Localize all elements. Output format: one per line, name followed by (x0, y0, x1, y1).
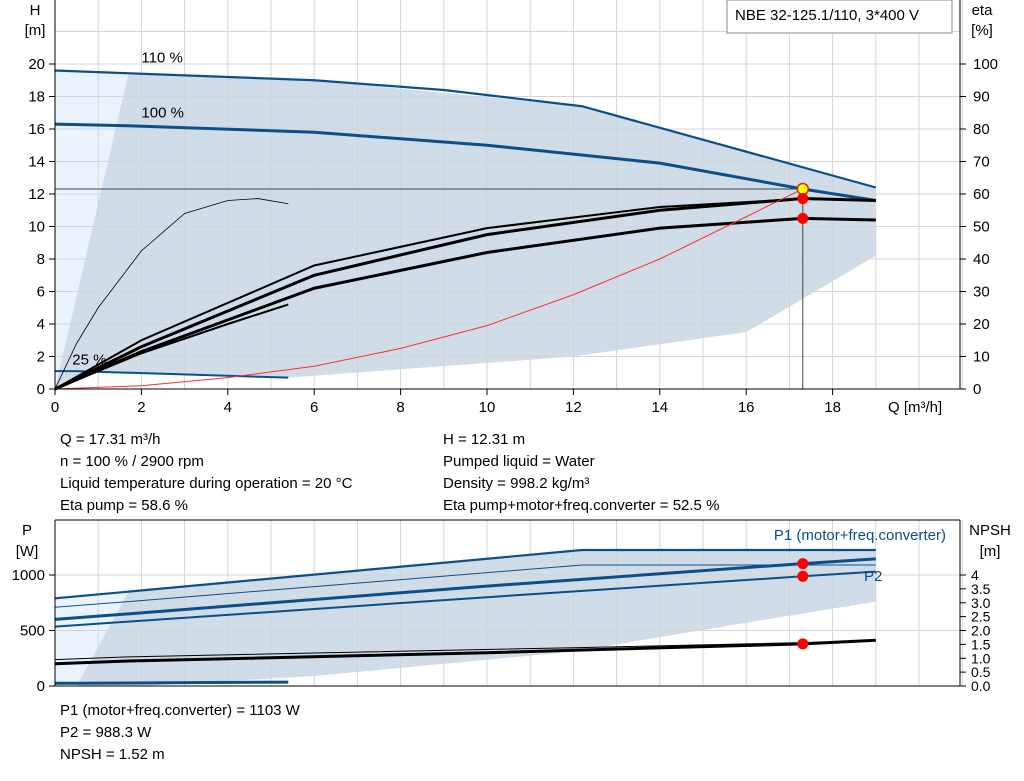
x-tick-label: 18 (824, 399, 841, 416)
info-eta-total: Eta pump+motor+freq.converter = 52.5 % (443, 497, 720, 514)
operating-range-light (55, 70, 129, 389)
duty-point (797, 570, 809, 582)
y-tick-label: 0 (37, 678, 45, 695)
y-tick-label: 18 (28, 89, 45, 106)
y2-tick-label: 3.5 (971, 581, 991, 597)
duty-point (797, 638, 809, 650)
x-tick-label: 4 (224, 399, 232, 416)
operating-range (76, 550, 876, 686)
duty-point (797, 558, 809, 570)
y2-tick-label: 40 (973, 251, 990, 268)
curve-eta-pump-25 (54, 198, 289, 390)
y-tick-label: 10 (28, 219, 45, 236)
duty-point (796, 182, 810, 196)
y-tick-label: 20 (28, 56, 45, 73)
info-eta-pump: Eta pump = 58.6 % (60, 497, 188, 514)
y2-tick-label: 80 (973, 121, 990, 138)
x-tick-label: 10 (479, 399, 496, 416)
curve-p1-110 (54, 548, 876, 600)
y2-tick-label: 0 (973, 381, 981, 398)
info-p1: P1 (motor+freq.converter) = 1103 W (60, 702, 300, 719)
y-tick-label: 2 (37, 349, 45, 366)
y2-tick-label: 1.5 (971, 636, 991, 652)
curve-label-p2: P2 (864, 568, 882, 585)
curve-p1-100 (54, 557, 876, 621)
curve-h-110 (54, 69, 877, 189)
y-axis-label: H (30, 2, 41, 19)
curve-p2-110 (54, 564, 876, 608)
info-n: n = 100 % / 2900 rpm (60, 453, 204, 470)
chart-title: NBE 32-125.1/110, 3*400 V (735, 7, 919, 24)
curve-eta-total-25 (54, 303, 289, 390)
y2-tick-label: 90 (973, 89, 990, 106)
curve-p2-100 (54, 570, 876, 628)
y2-tick-label: 10 (973, 349, 990, 366)
x-tick-label: 6 (310, 399, 318, 416)
y2-axis-unit: [%] (971, 22, 993, 39)
info-h: H = 12.31 m (443, 431, 526, 448)
info-liquid: Pumped liquid = Water (443, 453, 595, 470)
info-p2: P2 = 988.3 W (60, 724, 152, 741)
y2-tick-label: 60 (973, 186, 990, 203)
y-tick-label: 8 (37, 251, 45, 268)
y2-axis-label: NPSH (969, 522, 1011, 539)
y-tick-label: 1000 (12, 567, 45, 584)
x-tick-label: 0 (51, 399, 59, 416)
y2-tick-label: 30 (973, 284, 990, 301)
y-tick-label: 14 (28, 154, 45, 171)
curve-label-p1: P1 (motor+freq.converter) (774, 527, 946, 544)
curve-system-curve (54, 188, 804, 390)
y2-tick-label: 50 (973, 219, 990, 236)
y2-axis-unit: [m] (980, 543, 1001, 560)
title-box (726, 0, 953, 34)
info-npsh: NPSH = 1.52 m (60, 746, 165, 763)
duty-point (797, 212, 809, 224)
y-tick-label: 16 (28, 121, 45, 138)
info-q: Q = 17.31 m³/h (60, 431, 161, 448)
y2-tick-label: 3.0 (971, 595, 991, 611)
y2-tick-label: 0.0 (971, 678, 991, 694)
y2-tick-label: 1.0 (971, 650, 991, 666)
curve-h-25 (55, 370, 289, 379)
x-tick-label: 2 (137, 399, 145, 416)
y-tick-label: 6 (37, 284, 45, 301)
y2-tick-label: 100 (973, 56, 998, 73)
y2-axis-label: eta (972, 2, 994, 19)
y2-tick-label: 4 (971, 567, 979, 583)
curve-npsh-110 (54, 640, 876, 661)
curve-label: 25 % (72, 352, 106, 369)
info-temp: Liquid temperature during operation = 20… (60, 475, 353, 492)
y2-tick-label: 20 (973, 316, 990, 333)
y-tick-label: 0 (37, 381, 45, 398)
curve-label: 100 % (141, 105, 184, 122)
y-axis-label: P (22, 522, 32, 539)
curve-label: 110 % (141, 49, 182, 66)
duty-point (797, 193, 809, 205)
operating-range (55, 73, 876, 389)
y-tick-label: 4 (37, 316, 45, 333)
x-tick-label: 8 (396, 399, 404, 416)
y-axis-unit: [m] (25, 22, 46, 39)
x-axis-label: Q [m³/h] (888, 399, 942, 416)
y2-tick-label: 2.0 (971, 623, 991, 639)
x-tick-label: 12 (565, 399, 582, 416)
x-tick-label: 16 (738, 399, 755, 416)
y-tick-label: 500 (20, 623, 45, 640)
info-density: Density = 998.2 kg/m³ (443, 475, 590, 492)
y2-tick-label: 70 (973, 154, 990, 171)
y2-tick-label: 0.5 (971, 664, 991, 680)
curve-npsh-100 (54, 638, 876, 666)
x-tick-label: 14 (651, 399, 668, 416)
y-tick-label: 12 (28, 186, 45, 203)
y-axis-unit: [W] (16, 543, 39, 560)
y2-tick-label: 2.5 (971, 609, 991, 625)
curve-p-25 (55, 680, 289, 685)
